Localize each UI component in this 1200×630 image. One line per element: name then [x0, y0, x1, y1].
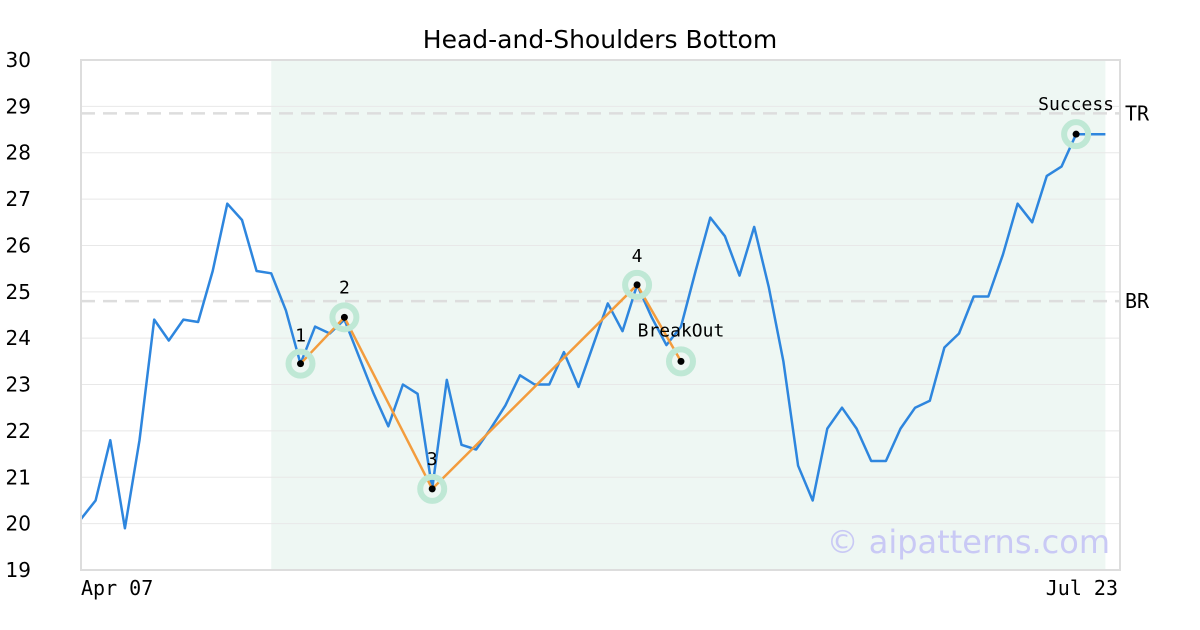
- level-label-br: BR: [1125, 289, 1150, 313]
- y-tick-29: 29: [6, 94, 31, 118]
- chart-title: Head-and-Shoulders Bottom: [423, 25, 777, 54]
- y-tick-20: 20: [6, 512, 31, 536]
- y-tick-21: 21: [6, 465, 31, 489]
- marker-halo-2: [329, 302, 360, 333]
- level-label-tr: TR: [1125, 101, 1150, 125]
- marker-halo-3: [417, 473, 448, 504]
- grid-layer: [81, 59, 1120, 571]
- y-tick-30: 30: [6, 48, 31, 72]
- series-layer: [80, 132, 1106, 530]
- axis-labels-layer: 19 20 21 22 23 24 25 26 27 28 29 30: [6, 48, 31, 582]
- pattern-range-highlight: [271, 60, 1106, 570]
- marker-halo-success: [1061, 119, 1092, 150]
- marker-dot-success: [1072, 130, 1080, 138]
- pattern-markers-layer: 1 2 3 4 BreakOut Success: [285, 94, 1114, 504]
- marker-label-2: 2: [339, 277, 350, 298]
- pattern-segment-2: [343, 316, 434, 490]
- marker-dot-breakout: [677, 357, 685, 365]
- pattern-segment-3: [431, 283, 638, 490]
- marker-dot-2: [340, 313, 348, 321]
- x-tick-end: Jul 23: [1046, 576, 1118, 600]
- y-tick-27: 27: [6, 187, 31, 211]
- y-tick-24: 24: [6, 326, 31, 350]
- marker-label-success: Success: [1038, 94, 1114, 115]
- marker-dot-3: [428, 485, 436, 493]
- marker-dot-1: [297, 360, 305, 368]
- marker-label-breakout: BreakOut: [638, 320, 725, 341]
- x-tick-start: Apr 07: [81, 576, 153, 600]
- y-tick-23: 23: [6, 373, 31, 397]
- price-series-line-0: [80, 132, 1106, 530]
- marker-halo-1: [285, 348, 316, 379]
- marker-dot-4: [633, 281, 641, 289]
- plot-frame: [80, 59, 1121, 571]
- y-tick-19: 19: [6, 558, 31, 582]
- watermark-text: © aipatterns.com: [827, 523, 1110, 561]
- y-tick-28: 28: [6, 141, 31, 165]
- marker-label-3: 3: [427, 449, 438, 470]
- marker-halo-4: [622, 269, 653, 300]
- y-tick-25: 25: [6, 280, 31, 304]
- y-tick-26: 26: [6, 233, 31, 257]
- marker-halo-breakout: [665, 346, 696, 377]
- y-tick-22: 22: [6, 419, 31, 443]
- level-lines-layer: TR BR: [81, 101, 1150, 313]
- pattern-highlight-layer: [271, 60, 1106, 570]
- marker-label-1: 1: [295, 326, 306, 347]
- marker-label-4: 4: [632, 246, 643, 267]
